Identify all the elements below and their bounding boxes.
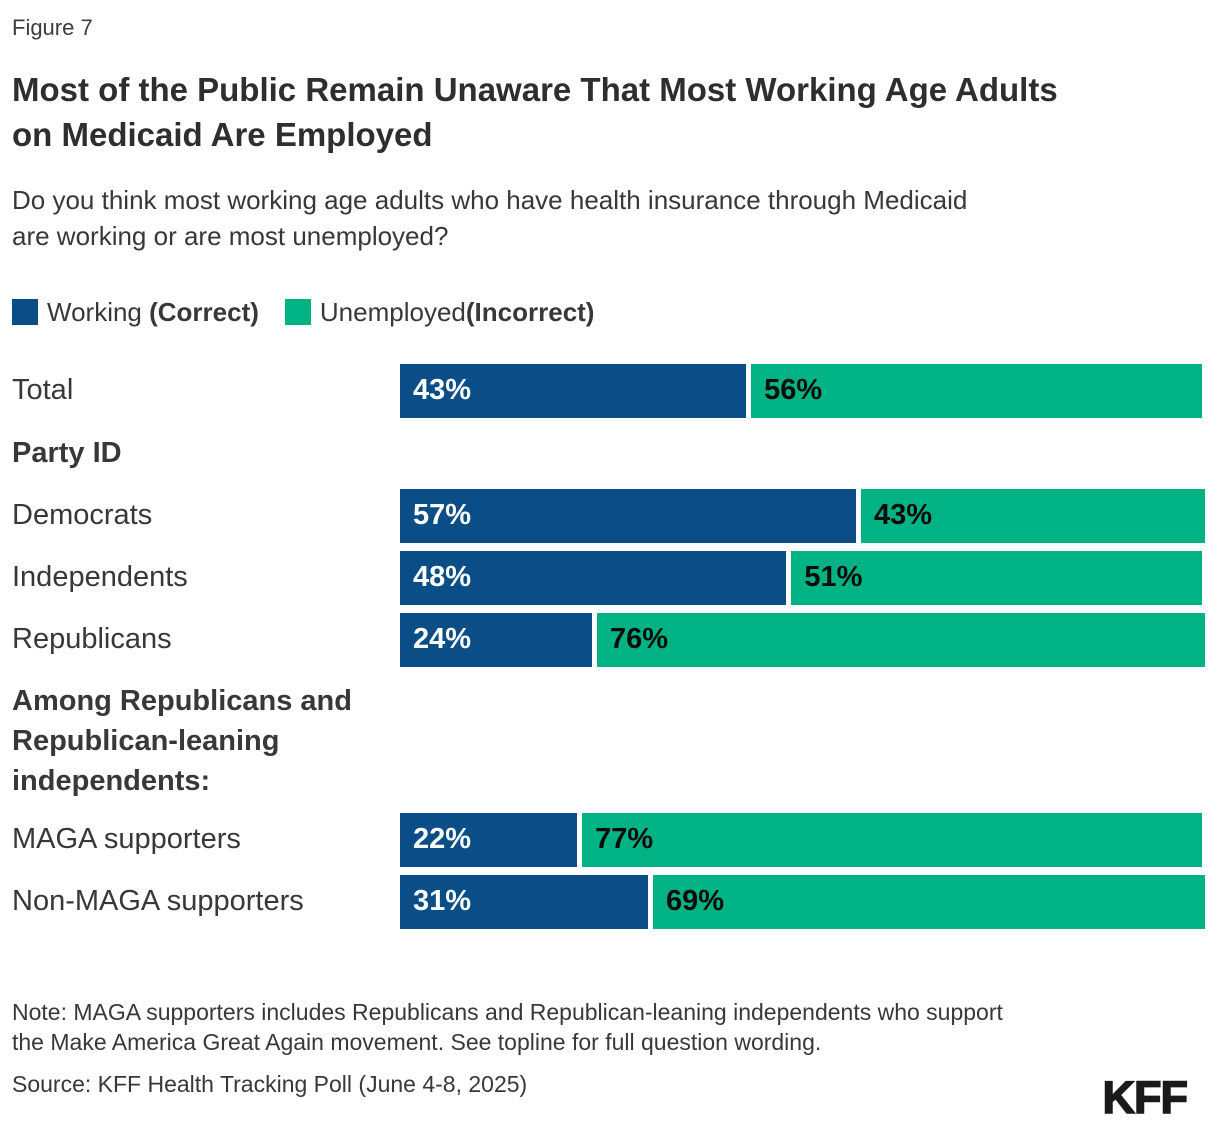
bar-segment-working: 48% (400, 550, 787, 605)
bar-value: 48% (413, 561, 472, 594)
bar-row: Total 43% 56% (12, 363, 1210, 418)
row-label: Republicans (12, 623, 172, 656)
bar-row: Independents 48% 51% (12, 550, 1210, 605)
bar-segment-working: 43% (400, 363, 747, 418)
figure-label: Figure 7 (12, 15, 93, 40)
bar-value: 56% (764, 374, 823, 407)
legend-swatch-unemployed-icon (284, 299, 311, 326)
bar-row: Republicans 24% 76% (12, 612, 1210, 667)
row-label: MAGA supporters (12, 823, 241, 856)
bar-segment-unemployed: 77% (582, 812, 1202, 867)
bar-value: 22% (413, 823, 472, 856)
section-header: Among Republicans and Republican-leaning… (12, 684, 352, 797)
chart-title: Most of the Public Remain Unaware That M… (12, 71, 1058, 153)
kff-logo: KFF (1102, 1071, 1189, 1124)
bar-segment-unemployed: 51% (791, 550, 1202, 605)
bar-track: 31% 69% (400, 874, 1205, 929)
legend-label-working: Working (Correct) (47, 296, 259, 327)
legend-label-unemployed: Unemployed(Incorrect) (319, 296, 595, 327)
bar-value: 57% (413, 499, 472, 532)
bar-row: Non-MAGA supporters 31% 69% (12, 874, 1210, 929)
note-text: Note: MAGA supporters includes Republica… (12, 998, 1003, 1055)
bar-track: 48% 51% (400, 550, 1205, 605)
row-label: Independents (12, 561, 188, 594)
bar-row: MAGA supporters 22% 77% (12, 812, 1210, 867)
bar-value: 43% (413, 374, 472, 407)
bar-value: 51% (804, 561, 863, 594)
bar-value: 76% (610, 623, 669, 656)
bar-segment-working: 31% (400, 874, 649, 929)
bar-track: 43% 56% (400, 363, 1205, 418)
bar-segment-unemployed: 76% (597, 612, 1205, 667)
bar-value: 24% (413, 623, 472, 656)
bar-segment-unemployed: 69% (653, 874, 1205, 929)
bar-segment-unemployed: 43% (860, 488, 1205, 543)
bar-track: 22% 77% (400, 812, 1205, 867)
chart-question: Do you think most working age adults who… (12, 184, 968, 252)
bar-row: Democrats 57% 43% (12, 488, 1210, 543)
bar-value: 31% (413, 885, 472, 918)
bar-segment-working: 57% (400, 488, 856, 543)
bar-track: 57% 43% (400, 488, 1205, 543)
bar-value: 77% (595, 823, 654, 856)
bar-segment-unemployed: 56% (751, 363, 1202, 418)
legend-swatch-working-icon (12, 299, 38, 326)
legend-item-unemployed: Unemployed(Incorrect) (284, 296, 595, 328)
chart-rows: Total 43% 56% Party ID Democrats 57% 43% Indepe… (12, 363, 1210, 929)
row-label: Total (12, 374, 74, 407)
legend: Working (Correct) Unemployed(Incorrect) (12, 297, 1210, 328)
source-text: Source: KFF Health Tracking Poll (June 4… (12, 1070, 528, 1097)
section-header: Party ID (12, 436, 122, 469)
bar-value: 43% (873, 499, 933, 532)
bar-track: 24% 76% (400, 612, 1205, 667)
legend-item-working: Working (Correct) (12, 297, 259, 328)
row-label: Democrats (12, 499, 153, 532)
bar-segment-working: 24% (400, 612, 593, 667)
bar-segment-working: 22% (400, 812, 578, 867)
row-label: Non-MAGA supporters (12, 885, 304, 918)
bar-value: 69% (666, 885, 725, 918)
